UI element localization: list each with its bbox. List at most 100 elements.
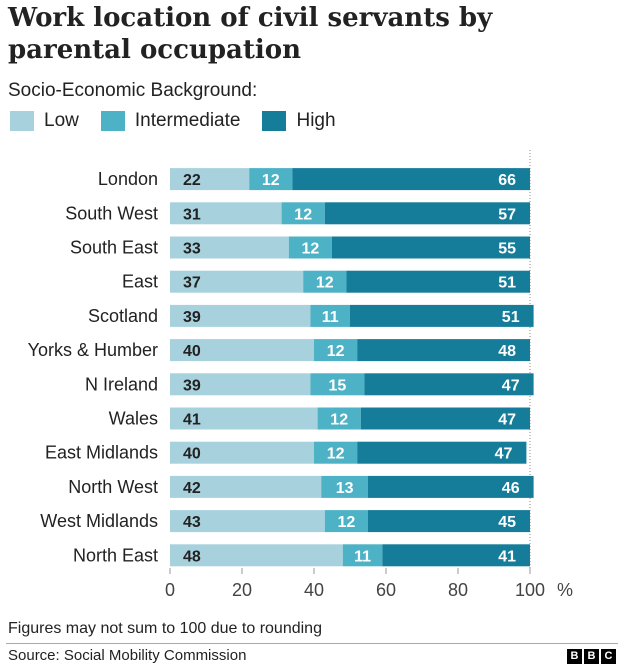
x-axis-unit-label: % [557,580,573,600]
bar-segment-intermediate [281,202,325,225]
bar-segment-high [346,270,530,293]
data-label-low: 33 [183,241,201,258]
data-label-high: 51 [502,309,520,326]
category-label: West Midlands [40,511,158,531]
bar-segment-low [170,202,282,225]
bar-segment-low [170,510,325,533]
x-tick-label: 20 [232,580,252,600]
data-label-low: 40 [183,343,201,360]
bar-segment-low [170,373,311,396]
data-label-high: 47 [498,412,516,429]
bar-segment-low [170,339,314,362]
legend-swatch-intermediate [100,111,125,131]
data-label-low: 39 [183,377,201,394]
data-label-intermediate: 13 [336,480,354,497]
data-label-intermediate: 12 [327,343,345,360]
bar-segment-intermediate [324,510,368,533]
data-label-high: 47 [495,446,513,463]
category-label: East [122,272,158,292]
legend-item-high: High [262,110,336,132]
data-label-high: 57 [498,206,516,223]
bar-segment-low [170,304,311,327]
data-label-low: 42 [183,480,201,497]
bar-segment-low [170,168,250,191]
chart-title: Work location of civil servants by paren… [8,3,493,65]
footer-divider [6,643,618,644]
data-label-intermediate: 15 [329,377,347,394]
bbc-logo-letter: C [601,649,616,664]
bar-segment-high [357,441,527,464]
data-label-low: 41 [183,412,201,429]
bar-segment-high [360,407,530,430]
data-label-high: 46 [502,480,520,497]
bbc-logo-letter: B [567,649,582,664]
x-tick-label: 60 [376,580,396,600]
data-label-high: 48 [498,343,516,360]
bar-segment-intermediate [310,373,365,396]
data-label-intermediate: 12 [294,206,312,223]
data-label-low: 37 [183,275,201,292]
bbc-logo: B B C [565,649,616,664]
legend-label-low: Low [44,110,79,131]
data-label-low: 40 [183,446,201,463]
category-label: North West [68,477,158,497]
data-label-low: 43 [183,514,201,531]
data-label-intermediate: 12 [262,172,280,189]
bar-segment-high [364,373,534,396]
bar-segment-high [350,304,534,327]
data-label-intermediate: 11 [354,548,371,565]
bbc-logo-letter: B [584,649,599,664]
bar-segment-low [170,441,314,464]
data-label-high: 45 [498,514,516,531]
legend: Low Intermediate High [10,110,358,132]
category-label: N Ireland [85,374,158,394]
x-tick-label: 0 [165,580,175,600]
bar-segment-low [170,236,289,259]
category-label: Yorks & Humber [28,340,158,360]
bar-segment-intermediate [310,304,350,327]
legend-item-low: Low [10,110,79,132]
bar-segment-intermediate [303,270,347,293]
bar-segment-intermediate [249,168,293,191]
legend-item-intermediate: Intermediate [100,110,241,132]
bar-segment-high [324,202,530,225]
data-label-intermediate: 12 [316,275,334,292]
category-label: Scotland [88,306,158,326]
data-label-intermediate: 11 [322,309,339,326]
bar-segment-intermediate [288,236,332,259]
category-label: North East [73,545,158,565]
data-label-low: 48 [183,548,201,565]
category-label: South West [65,203,158,223]
bar-segment-high [357,339,530,362]
data-label-low: 31 [183,206,201,223]
legend-swatch-low [10,111,34,131]
bar-segment-low [170,544,343,567]
bar-segment-low [170,270,304,293]
data-label-low: 22 [183,172,201,189]
bar-segment-high [332,236,530,259]
data-label-high: 51 [498,275,516,292]
data-label-low: 39 [183,309,201,326]
bar-segment-intermediate [314,339,358,362]
bar-segment-high [368,510,530,533]
legend-label-high: High [296,110,336,131]
legend-swatch-high [262,111,287,131]
stacked-bar-chart: London 22 12 66 South West 31 12 57 South East 33… [28,150,573,600]
data-label-high: 47 [502,377,520,394]
x-tick-label: 40 [304,580,324,600]
bar-segment-low [170,475,322,498]
bar-segment-high [292,168,530,191]
data-label-intermediate: 12 [302,241,320,258]
bar-segment-intermediate [342,544,383,567]
data-label-high: 55 [498,241,516,258]
category-label: South East [70,238,158,258]
category-label: London [98,169,158,189]
footnote: Figures may not sum to 100 due to roundi… [8,620,322,637]
bar-segment-high [368,475,534,498]
x-tick-label: 80 [448,580,468,600]
x-tick-label: 100 [515,580,545,600]
bar-segment-low [170,407,318,430]
legend-label-intermediate: Intermediate [134,110,241,131]
category-label: East Midlands [45,443,158,463]
legend-heading: Socio-Economic Background: [8,80,258,101]
